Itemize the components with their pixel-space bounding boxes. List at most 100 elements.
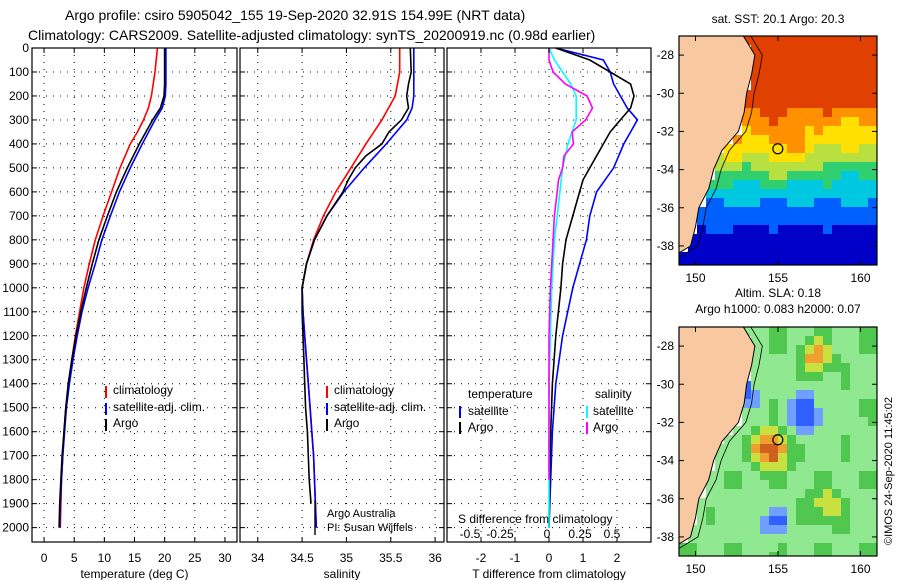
map-cell: [859, 435, 868, 444]
map-cell: [751, 72, 760, 81]
map-cell: [823, 117, 832, 126]
map-cell: [859, 180, 868, 189]
y-tick-label: 1000: [2, 281, 29, 295]
map-cell: [724, 234, 733, 243]
map-cell: [868, 207, 877, 216]
map-cell: [796, 207, 805, 216]
map-cell: [796, 507, 805, 516]
map-cell: [688, 543, 697, 552]
map-cell: [814, 534, 823, 543]
map-cell: [859, 189, 868, 198]
map-cell: [814, 372, 823, 381]
map-cell: [787, 45, 796, 54]
map-cell: [868, 408, 877, 417]
map-cell: [778, 189, 787, 198]
map-cell: [787, 552, 796, 556]
map-cell: [742, 417, 751, 426]
map-cell: [733, 552, 742, 556]
map-cell: [859, 162, 868, 171]
map-cell: [760, 225, 769, 234]
map-cell: [859, 489, 868, 498]
map-cell: [868, 72, 877, 81]
map-cell: [715, 216, 724, 225]
secondary-axis-label: S difference from climatology: [458, 512, 613, 526]
map-cell: [706, 234, 715, 243]
map-cell: [850, 225, 859, 234]
map-cell: [724, 252, 733, 261]
map-cell: [760, 507, 769, 516]
map-cell: [841, 489, 850, 498]
map-cell: [841, 99, 850, 108]
map-cell: [796, 381, 805, 390]
map-cell: [787, 498, 796, 507]
x-tick-label: 1: [580, 551, 587, 565]
map-cell: [868, 162, 877, 171]
map-cell: [814, 543, 823, 552]
map-cell: [769, 399, 778, 408]
map-cell: [751, 153, 760, 162]
map-cell: [715, 525, 724, 534]
map-cell: [823, 363, 832, 372]
map-cell: [823, 189, 832, 198]
map-cell: [850, 162, 859, 171]
map-cell: [760, 117, 769, 126]
map-cell: [796, 399, 805, 408]
map-cell: [841, 543, 850, 552]
map-cell: [823, 81, 832, 90]
map-cell: [814, 198, 823, 207]
map-cell: [760, 72, 769, 81]
map-cell: [841, 516, 850, 525]
map-cell: [814, 453, 823, 462]
map-cell: [859, 198, 868, 207]
map-cell: [868, 327, 877, 336]
map-cell: [814, 225, 823, 234]
map-cell: [868, 507, 877, 516]
map-cell: [742, 399, 751, 408]
map-cell: [868, 552, 877, 556]
map-cell: [787, 180, 796, 189]
map-cell: [751, 381, 760, 390]
map-cell: [742, 534, 751, 543]
map-cell: [859, 171, 868, 180]
map-cell: [850, 135, 859, 144]
map-cell: [787, 363, 796, 372]
map-cell: [796, 153, 805, 162]
map-cell: [742, 189, 751, 198]
map-cell: [805, 489, 814, 498]
map-cell: [850, 453, 859, 462]
map-cell: [841, 552, 850, 556]
map-cell: [841, 72, 850, 81]
map-cell: [805, 162, 814, 171]
map-cell: [733, 534, 742, 543]
map-cell: [679, 261, 688, 265]
map-x-tick-label: 160: [850, 562, 870, 576]
map-cell: [868, 90, 877, 99]
map-cell: [841, 108, 850, 117]
map-cell: [751, 345, 760, 354]
map-cell: [850, 381, 859, 390]
map-cell: [787, 63, 796, 72]
map-cell: [796, 525, 805, 534]
map-cell: [832, 207, 841, 216]
map-cell: [760, 234, 769, 243]
map-cell: [823, 354, 832, 363]
map-cell: [760, 189, 769, 198]
shelf-contour: [679, 36, 763, 258]
map-cell: [697, 498, 706, 507]
map-cell: [823, 234, 832, 243]
map-cell: [715, 498, 724, 507]
map-cell: [850, 363, 859, 372]
map-x-tick-label: 160: [850, 271, 870, 285]
map-cell: [859, 426, 868, 435]
map-cell: [751, 243, 760, 252]
map-cell: [688, 252, 697, 261]
map-cell: [742, 444, 751, 453]
map-cell: [769, 72, 778, 81]
map-cell: [724, 543, 733, 552]
map-cell: [832, 525, 841, 534]
map-cell: [778, 126, 787, 135]
map-cell: [787, 126, 796, 135]
map-cell: [823, 72, 832, 81]
map-cell: [823, 144, 832, 153]
map-cell: [841, 354, 850, 363]
